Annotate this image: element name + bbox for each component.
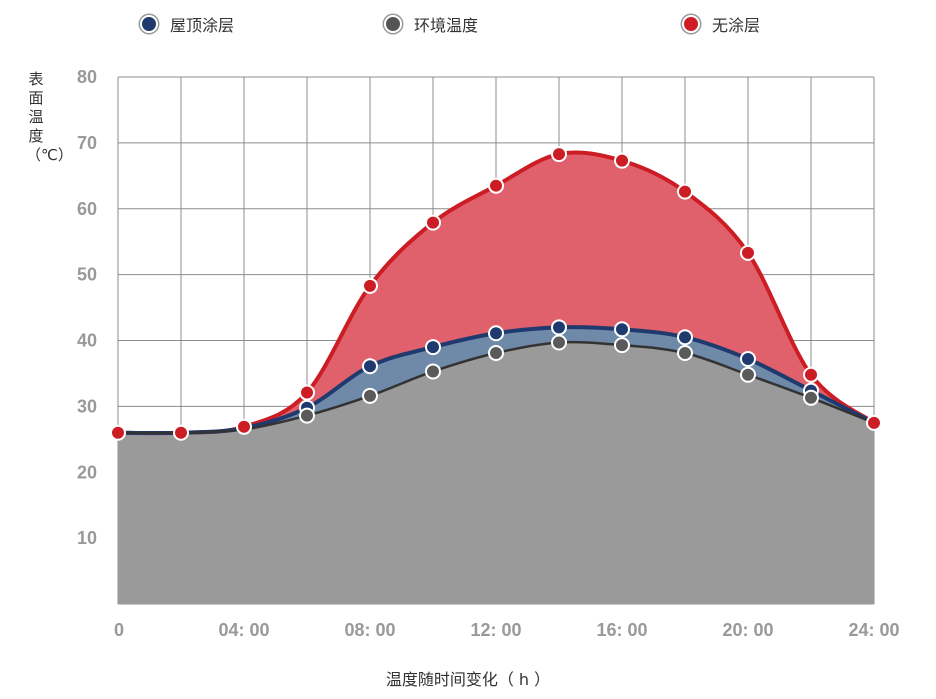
- x-tick-label: 04: 00: [218, 620, 269, 640]
- data-point-no-coating: [551, 146, 567, 163]
- data-point-roof-coating: [362, 358, 378, 375]
- data-point-ambient: [362, 387, 378, 404]
- data-point-no-coating: [488, 177, 504, 194]
- data-point-no-coating: [236, 418, 252, 435]
- data-point-no-coating: [803, 366, 819, 383]
- y-tick-label: 40: [77, 331, 97, 351]
- x-tick-label: 0: [114, 620, 124, 640]
- legend-label-ambient: 环境温度: [414, 16, 479, 35]
- legend-item-no-coating: 无涂层: [682, 12, 760, 36]
- data-point-no-coating: [173, 424, 189, 441]
- legend-marker-ambient: [384, 15, 402, 33]
- x-tick-label: 16: 00: [596, 620, 647, 640]
- data-point-roof-coating: [614, 321, 630, 338]
- data-point-roof-coating: [488, 325, 504, 342]
- data-point-no-coating: [299, 384, 315, 401]
- data-point-ambient: [299, 407, 315, 424]
- x-axis-title: 温度随时间变化（ h ）: [385, 670, 551, 689]
- data-point-roof-coating: [740, 350, 756, 367]
- y-tick-label: 10: [77, 528, 97, 548]
- x-tick-label: 12: 00: [470, 620, 521, 640]
- area-ambient: [118, 342, 874, 604]
- y-tick-label: 30: [77, 396, 97, 416]
- y-tick-label: 20: [77, 462, 97, 482]
- data-point-no-coating: [866, 414, 882, 431]
- data-point-no-coating: [677, 183, 693, 200]
- data-point-ambient: [614, 337, 630, 354]
- data-point-no-coating: [614, 152, 630, 169]
- legend-marker-roof-coating: [140, 15, 158, 33]
- y-tick-label: 70: [77, 133, 97, 153]
- data-point-no-coating: [110, 424, 126, 441]
- x-tick-label: 20: 00: [722, 620, 773, 640]
- data-point-ambient: [740, 366, 756, 383]
- legend-item-roof-coating: 屋顶涂层: [140, 12, 234, 36]
- data-point-no-coating: [425, 214, 441, 231]
- data-point-roof-coating: [677, 329, 693, 346]
- data-point-ambient: [551, 334, 567, 351]
- data-point-no-coating: [740, 244, 756, 261]
- data-point-ambient: [425, 363, 441, 380]
- legend-label-no-coating: 无涂层: [712, 16, 761, 35]
- data-point-no-coating: [362, 277, 378, 294]
- data-point-ambient: [803, 389, 819, 406]
- legend-item-ambient: 环境温度: [384, 12, 478, 36]
- y-tick-label: 50: [77, 265, 97, 285]
- data-point-roof-coating: [425, 339, 441, 356]
- data-point-ambient: [488, 345, 504, 362]
- legend-label-roof-coating: 屋顶涂层: [170, 16, 235, 35]
- y-tick-label: 60: [77, 199, 97, 219]
- data-point-ambient: [677, 345, 693, 362]
- y-tick-label: 80: [77, 67, 97, 87]
- data-point-roof-coating: [551, 319, 567, 336]
- legend-marker-no-coating: [682, 15, 700, 33]
- x-tick-label: 24: 00: [848, 620, 899, 640]
- x-tick-label: 08: 00: [344, 620, 395, 640]
